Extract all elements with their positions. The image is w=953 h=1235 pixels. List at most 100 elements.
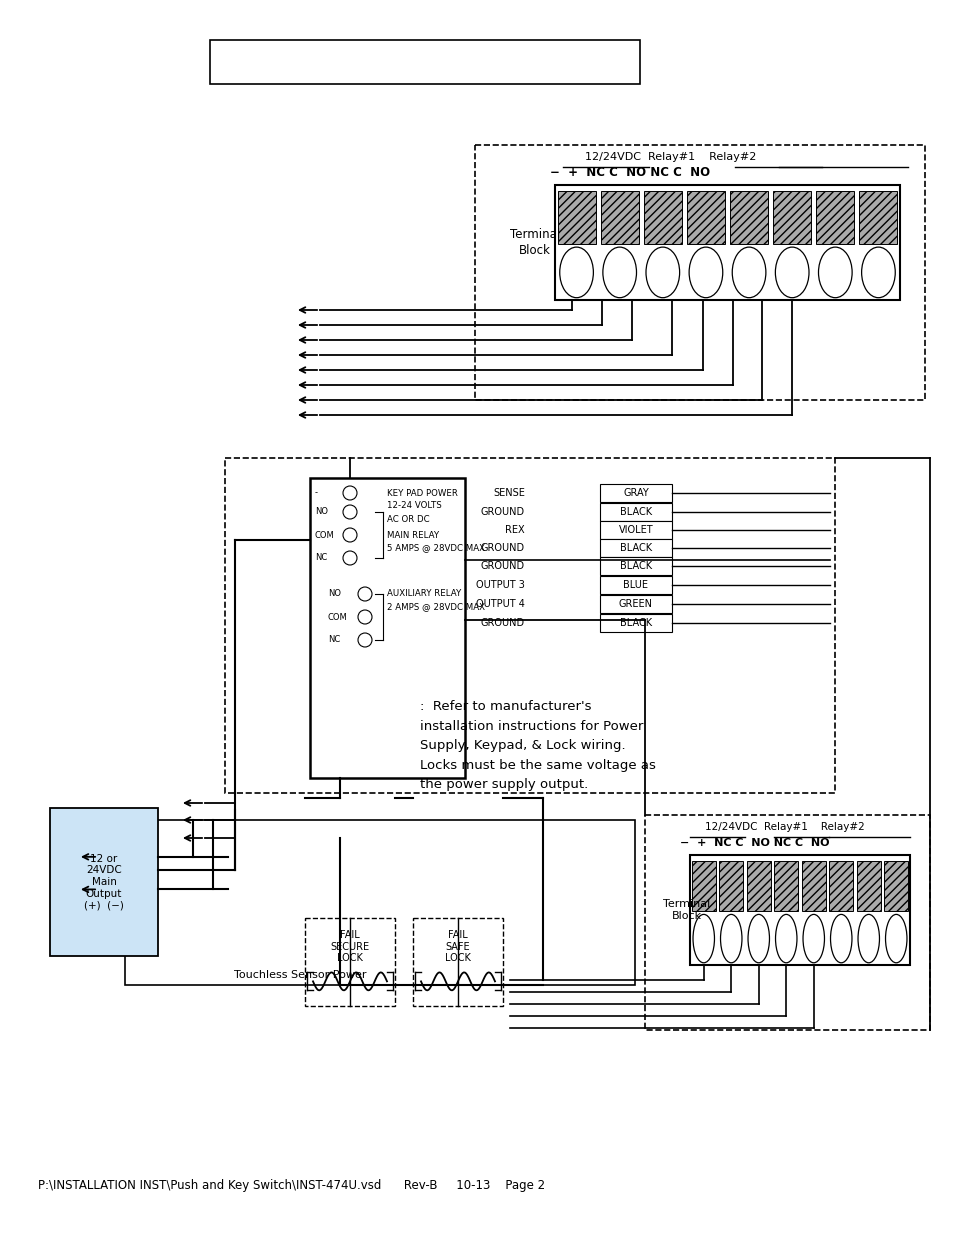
- Bar: [816, 190, 853, 243]
- Ellipse shape: [775, 247, 808, 298]
- Text: 12/24VDC  Relay#1    Relay#2: 12/24VDC Relay#1 Relay#2: [704, 823, 863, 832]
- Bar: [557, 190, 595, 243]
- Bar: [828, 861, 852, 911]
- Bar: [859, 190, 897, 243]
- Bar: [729, 190, 767, 243]
- Text: GROUND: GROUND: [480, 508, 524, 517]
- Text: MAIN RELAY: MAIN RELAY: [387, 531, 438, 540]
- Bar: [555, 185, 899, 300]
- Ellipse shape: [802, 914, 823, 963]
- Bar: [746, 861, 770, 911]
- Bar: [599, 503, 671, 521]
- Text: COM: COM: [328, 613, 348, 621]
- Text: NO: NO: [328, 589, 340, 599]
- Text: BLACK: BLACK: [619, 561, 652, 571]
- Bar: [305, 918, 395, 1007]
- Text: Touchless Sensor Power: Touchless Sensor Power: [233, 969, 366, 981]
- Text: GRAY: GRAY: [622, 488, 648, 498]
- Bar: [310, 478, 464, 778]
- Bar: [689, 855, 909, 965]
- Text: NC: NC: [314, 553, 327, 562]
- Text: OUTPUT 3: OUTPUT 3: [476, 580, 524, 590]
- Ellipse shape: [861, 247, 894, 298]
- Text: −  +  NC C  NO NC C  NO: − + NC C NO NC C NO: [679, 839, 828, 848]
- Text: FAIL
SAFE
LOCK: FAIL SAFE LOCK: [445, 930, 471, 963]
- Bar: [801, 861, 825, 911]
- Text: P:\INSTALLATION INST\Push and Key Switch\INST-474U.vsd      Rev-B     10-13    P: P:\INSTALLATION INST\Push and Key Switch…: [38, 1178, 544, 1192]
- Text: 2 AMPS @ 28VDC MAX: 2 AMPS @ 28VDC MAX: [387, 603, 484, 611]
- Bar: [210, 40, 639, 84]
- Ellipse shape: [357, 634, 372, 647]
- Text: NC: NC: [328, 636, 340, 645]
- Bar: [599, 484, 671, 501]
- Text: Terminal
Block: Terminal Block: [509, 228, 559, 257]
- Text: SENSE: SENSE: [493, 488, 524, 498]
- Ellipse shape: [357, 610, 372, 624]
- Text: :  Refer to manufacturer's
installation instructions for Power
Supply, Keypad, &: : Refer to manufacturer's installation i…: [419, 700, 656, 790]
- Ellipse shape: [602, 247, 636, 298]
- Text: NO: NO: [314, 508, 328, 516]
- Text: OUTPUT 4: OUTPUT 4: [476, 599, 524, 609]
- Text: AUXILIARY RELAY: AUXILIARY RELAY: [387, 589, 460, 599]
- Bar: [600, 190, 638, 243]
- Bar: [599, 521, 671, 538]
- Ellipse shape: [343, 487, 356, 500]
- Bar: [719, 861, 742, 911]
- Ellipse shape: [775, 914, 796, 963]
- Ellipse shape: [688, 247, 722, 298]
- Ellipse shape: [559, 247, 593, 298]
- Ellipse shape: [830, 914, 851, 963]
- Ellipse shape: [884, 914, 906, 963]
- Text: 12-24 VOLTS: 12-24 VOLTS: [387, 501, 441, 510]
- Ellipse shape: [732, 247, 765, 298]
- Bar: [225, 458, 834, 793]
- Ellipse shape: [343, 529, 356, 542]
- Ellipse shape: [692, 914, 714, 963]
- Bar: [125, 820, 635, 986]
- Text: GROUND: GROUND: [480, 618, 524, 629]
- Ellipse shape: [343, 505, 356, 519]
- Ellipse shape: [645, 247, 679, 298]
- Bar: [475, 144, 924, 400]
- Bar: [599, 614, 671, 632]
- Ellipse shape: [343, 551, 356, 564]
- Bar: [691, 861, 715, 911]
- Text: -: -: [314, 489, 317, 498]
- Bar: [643, 190, 681, 243]
- Text: GROUND: GROUND: [480, 543, 524, 553]
- Ellipse shape: [818, 247, 851, 298]
- Text: REX: REX: [505, 525, 524, 535]
- Bar: [413, 918, 502, 1007]
- Bar: [686, 190, 724, 243]
- Ellipse shape: [720, 914, 741, 963]
- Text: GREEN: GREEN: [618, 599, 652, 609]
- Text: 12 or
24VDC
Main
Output
(+)  (−): 12 or 24VDC Main Output (+) (−): [84, 853, 124, 910]
- Bar: [773, 861, 798, 911]
- Ellipse shape: [747, 914, 769, 963]
- Bar: [599, 538, 671, 557]
- Bar: [599, 595, 671, 613]
- Ellipse shape: [357, 587, 372, 601]
- Text: −  +  NC C  NO NC C  NO: − + NC C NO NC C NO: [550, 167, 709, 179]
- Bar: [599, 557, 671, 576]
- Text: 5 AMPS @ 28VDC MAX: 5 AMPS @ 28VDC MAX: [387, 543, 484, 552]
- Bar: [50, 808, 158, 956]
- Text: FAIL
SECURE
LOCK: FAIL SECURE LOCK: [330, 930, 369, 963]
- Text: BLUE: BLUE: [623, 580, 648, 590]
- Text: KEY PAD POWER: KEY PAD POWER: [387, 489, 457, 498]
- Text: BLACK: BLACK: [619, 508, 652, 517]
- Text: AC OR DC: AC OR DC: [387, 515, 429, 524]
- Ellipse shape: [857, 914, 879, 963]
- Bar: [856, 861, 880, 911]
- Text: COM: COM: [314, 531, 335, 540]
- Bar: [772, 190, 810, 243]
- Text: VIOLET: VIOLET: [618, 525, 653, 535]
- Bar: [644, 815, 929, 1030]
- Text: GROUND: GROUND: [480, 561, 524, 571]
- Text: 12/24VDC  Relay#1    Relay#2: 12/24VDC Relay#1 Relay#2: [584, 152, 756, 162]
- Bar: [883, 861, 907, 911]
- Text: BLACK: BLACK: [619, 618, 652, 629]
- Text: Terminal
Block: Terminal Block: [662, 899, 710, 921]
- Text: BLACK: BLACK: [619, 543, 652, 553]
- Bar: [599, 576, 671, 594]
